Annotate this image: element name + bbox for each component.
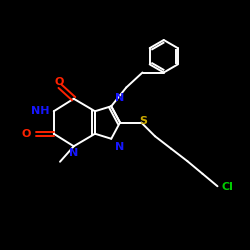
Text: NH: NH: [31, 106, 49, 116]
Text: N: N: [69, 148, 78, 158]
Text: O: O: [54, 77, 64, 87]
Text: S: S: [140, 116, 148, 126]
Text: Cl: Cl: [222, 182, 234, 192]
Text: N: N: [115, 142, 124, 152]
Text: O: O: [22, 129, 31, 139]
Text: N: N: [115, 93, 124, 103]
